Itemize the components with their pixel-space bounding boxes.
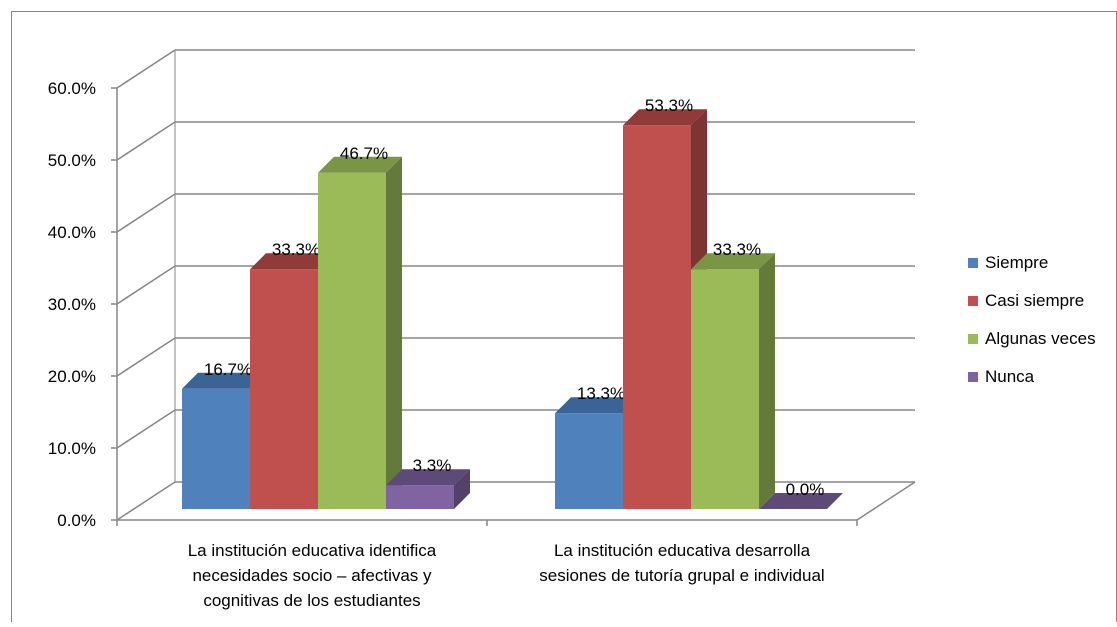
gridline-side (116, 121, 176, 161)
bar-top (555, 397, 639, 414)
data-label: 33.3% (713, 240, 761, 259)
bar (691, 269, 759, 509)
y-tick-label: 10.0% (48, 439, 96, 458)
gridline-side (116, 337, 176, 377)
chart-frame (11, 11, 1117, 627)
bar (318, 172, 386, 509)
bar-top (759, 493, 843, 509)
category-label: La institución educativa identifica (188, 541, 437, 560)
category-label: sesiones de tutoría grupal e individual (539, 566, 824, 585)
gridline-side (116, 265, 176, 305)
bar-top (250, 253, 334, 270)
bar-side (386, 156, 402, 509)
category-label: necesidades socio – afectivas y (192, 566, 432, 585)
gridline-side (116, 409, 176, 449)
y-tick-label: 50.0% (48, 151, 96, 170)
bar-side (759, 253, 775, 509)
legend-entry: Nunca (985, 367, 1035, 386)
y-tick-label: 0.0% (57, 511, 96, 530)
y-tick-label: 20.0% (48, 367, 96, 386)
category-label: La institución educativa desarrolla (554, 541, 811, 560)
data-label: 13.3% (577, 384, 625, 403)
bar (182, 388, 250, 509)
legend-swatch (968, 296, 978, 306)
legend-entry: Algunas veces (985, 329, 1096, 348)
y-tick-label: 60.0% (48, 79, 96, 98)
floor-edge (856, 481, 916, 521)
bar-top (182, 372, 266, 389)
category-label: cognitivas de los estudiantes (203, 591, 420, 610)
bar-top (386, 469, 470, 486)
bar-top (691, 253, 775, 270)
y-tick-label: 40.0% (48, 223, 96, 242)
data-label: 16.7% (204, 360, 252, 379)
bar (623, 125, 691, 510)
data-label: 53.3% (645, 96, 693, 115)
bar-top (318, 156, 402, 173)
gridline-side (116, 193, 176, 233)
legend-swatch (968, 334, 978, 344)
legend-entry: Casi siempre (985, 291, 1084, 310)
bar (555, 413, 623, 509)
data-label: 0.0% (786, 480, 825, 499)
legend-swatch (968, 258, 978, 268)
bar-top (623, 109, 707, 126)
gridline-side (116, 49, 176, 89)
bar (386, 485, 454, 509)
gridline-side (116, 481, 176, 521)
bar-side (454, 469, 470, 509)
y-tick-label: 30.0% (48, 295, 96, 314)
legend-entry: Siempre (985, 253, 1048, 272)
data-label: 33.3% (272, 240, 320, 259)
bar (250, 269, 318, 509)
legend-swatch (968, 372, 978, 382)
data-label: 46.7% (340, 144, 388, 163)
data-label: 3.3% (413, 456, 452, 475)
